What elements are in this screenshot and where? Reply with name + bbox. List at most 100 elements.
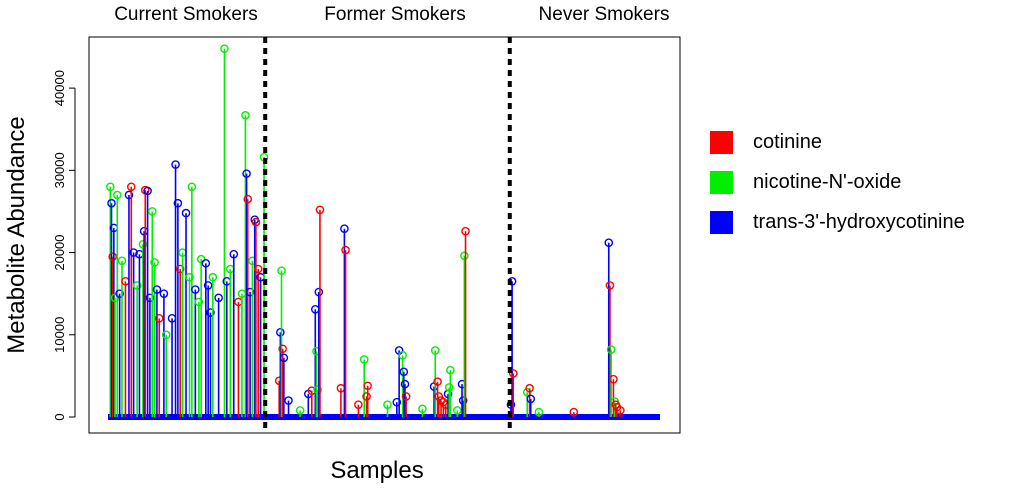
spike-point-89 [434, 392, 444, 401]
spike-point-88 [433, 377, 442, 386]
spike-point-23 [159, 289, 169, 298]
spike-point-9 [124, 190, 134, 200]
group-label-former: Former Smokers [324, 4, 465, 25]
spike-point-72 [340, 224, 349, 234]
legend-item-hydroxycotinine: trans-3'-hydroxycotinine [710, 202, 965, 242]
spike-point-74 [354, 400, 363, 409]
spike-point-44 [229, 249, 239, 259]
spike-point-70 [315, 205, 325, 215]
spike-point-82 [399, 367, 409, 377]
spike-point-37 [203, 281, 213, 290]
spike-point-105 [525, 383, 534, 393]
spike-point-26 [171, 160, 180, 169]
spike-point-2 [108, 252, 117, 261]
y-tick-label-1: 10000 [52, 317, 67, 353]
spike-point-83 [400, 379, 410, 389]
y-tick-label-4: 40000 [52, 70, 67, 106]
spike-point-98 [458, 396, 468, 405]
group-label-never: Never Smokers [539, 4, 670, 25]
legend-label-cotinine: cotinine [753, 130, 822, 153]
x-axis-label: Samples [330, 457, 423, 484]
spike-point-77 [363, 381, 372, 391]
spike-point-7 [117, 256, 127, 266]
y-tick-label-3: 30000 [52, 152, 67, 188]
spike-point-116 [616, 406, 625, 415]
spike-point-30 [181, 208, 191, 218]
spike-point-32 [187, 182, 197, 192]
spike-point-96 [453, 406, 462, 415]
spike-point-22 [154, 314, 164, 323]
chart-marks [106, 44, 660, 420]
spike-point-17 [143, 186, 152, 196]
spike-point-73 [341, 245, 350, 255]
spike-point-50 [245, 287, 255, 297]
spike-point-91 [439, 397, 448, 407]
spike-point-47 [241, 110, 250, 120]
spike-point-31 [185, 272, 194, 282]
spike-point-81 [398, 351, 407, 360]
spike-point-61 [279, 353, 289, 363]
legend-item-cotinine: cotinine [710, 122, 965, 162]
spike-point-5 [113, 190, 122, 200]
spike-point-36 [201, 258, 211, 268]
spike-point-6 [115, 289, 124, 298]
y-tick-label-2: 20000 [52, 234, 67, 270]
spike-point-49 [243, 194, 253, 204]
spike-point-58 [276, 328, 285, 337]
spike-point-85 [418, 404, 427, 414]
y-tick-label-0: 0 [52, 413, 67, 420]
spike-point-100 [461, 226, 470, 236]
legend: cotinine nicotine-N'-oxide trans-3'-hydr… [710, 122, 965, 242]
spike-point-24 [161, 330, 171, 340]
spike-point-60 [278, 344, 287, 354]
spike-point-21 [152, 285, 162, 294]
legend-label-hydroxycotinine: trans-3'-hydroxycotinine [753, 210, 965, 233]
spike-point-28 [175, 264, 185, 274]
spike-point-107 [534, 407, 544, 417]
spike-point-40 [214, 293, 223, 303]
group-label-current: Current Smokers [114, 4, 258, 25]
spike-point-34 [194, 297, 204, 307]
legend-swatch-nicotine-n-oxide [710, 170, 733, 194]
spike-point-79 [392, 397, 402, 407]
spike-point-48 [242, 169, 251, 178]
spike-point-87 [430, 346, 440, 355]
spike-point-104 [522, 388, 532, 397]
spike-point-69 [314, 287, 324, 297]
spike-point-108 [569, 407, 579, 417]
spike-point-75 [359, 355, 369, 364]
spike-point-33 [191, 285, 200, 294]
spike-point-109 [604, 238, 614, 247]
spike-point-27 [173, 198, 183, 208]
spike-point-12 [132, 281, 142, 290]
spike-point-0 [106, 182, 115, 192]
spike-point-112 [609, 374, 618, 384]
spike-point-95 [446, 365, 455, 375]
spike-point-53 [251, 217, 261, 227]
spike-point-99 [460, 251, 469, 261]
legend-swatch-hydroxycotinine [710, 210, 733, 234]
spike-point-18 [145, 293, 155, 303]
spike-point-59 [277, 266, 286, 275]
y-axis-label: Metabolite Abundance [3, 116, 30, 354]
legend-item-nicotine-n-oxide: nicotine-N'-oxide [710, 162, 965, 202]
spike-point-76 [362, 392, 371, 401]
spike-point-11 [129, 248, 138, 257]
spike-point-78 [383, 400, 392, 409]
spike-point-20 [150, 258, 159, 267]
spike-point-62 [284, 396, 293, 405]
legend-label-nicotine-n-oxide: nicotine-N'-oxide [753, 170, 902, 193]
spike-point-94 [444, 383, 454, 392]
spike-point-111 [606, 345, 616, 354]
y-axis: 0 10000 20000 30000 40000 [52, 70, 76, 421]
spike-point-38 [206, 308, 215, 317]
spike-point-103 [508, 369, 518, 378]
spike-point-110 [605, 281, 615, 290]
spike-point-63 [295, 406, 305, 415]
spike-point-54 [253, 264, 263, 274]
legend-swatch-cotinine [710, 130, 733, 154]
spike-point-68 [313, 385, 322, 395]
plot-frame [88, 36, 681, 434]
spike-point-106 [526, 394, 536, 404]
